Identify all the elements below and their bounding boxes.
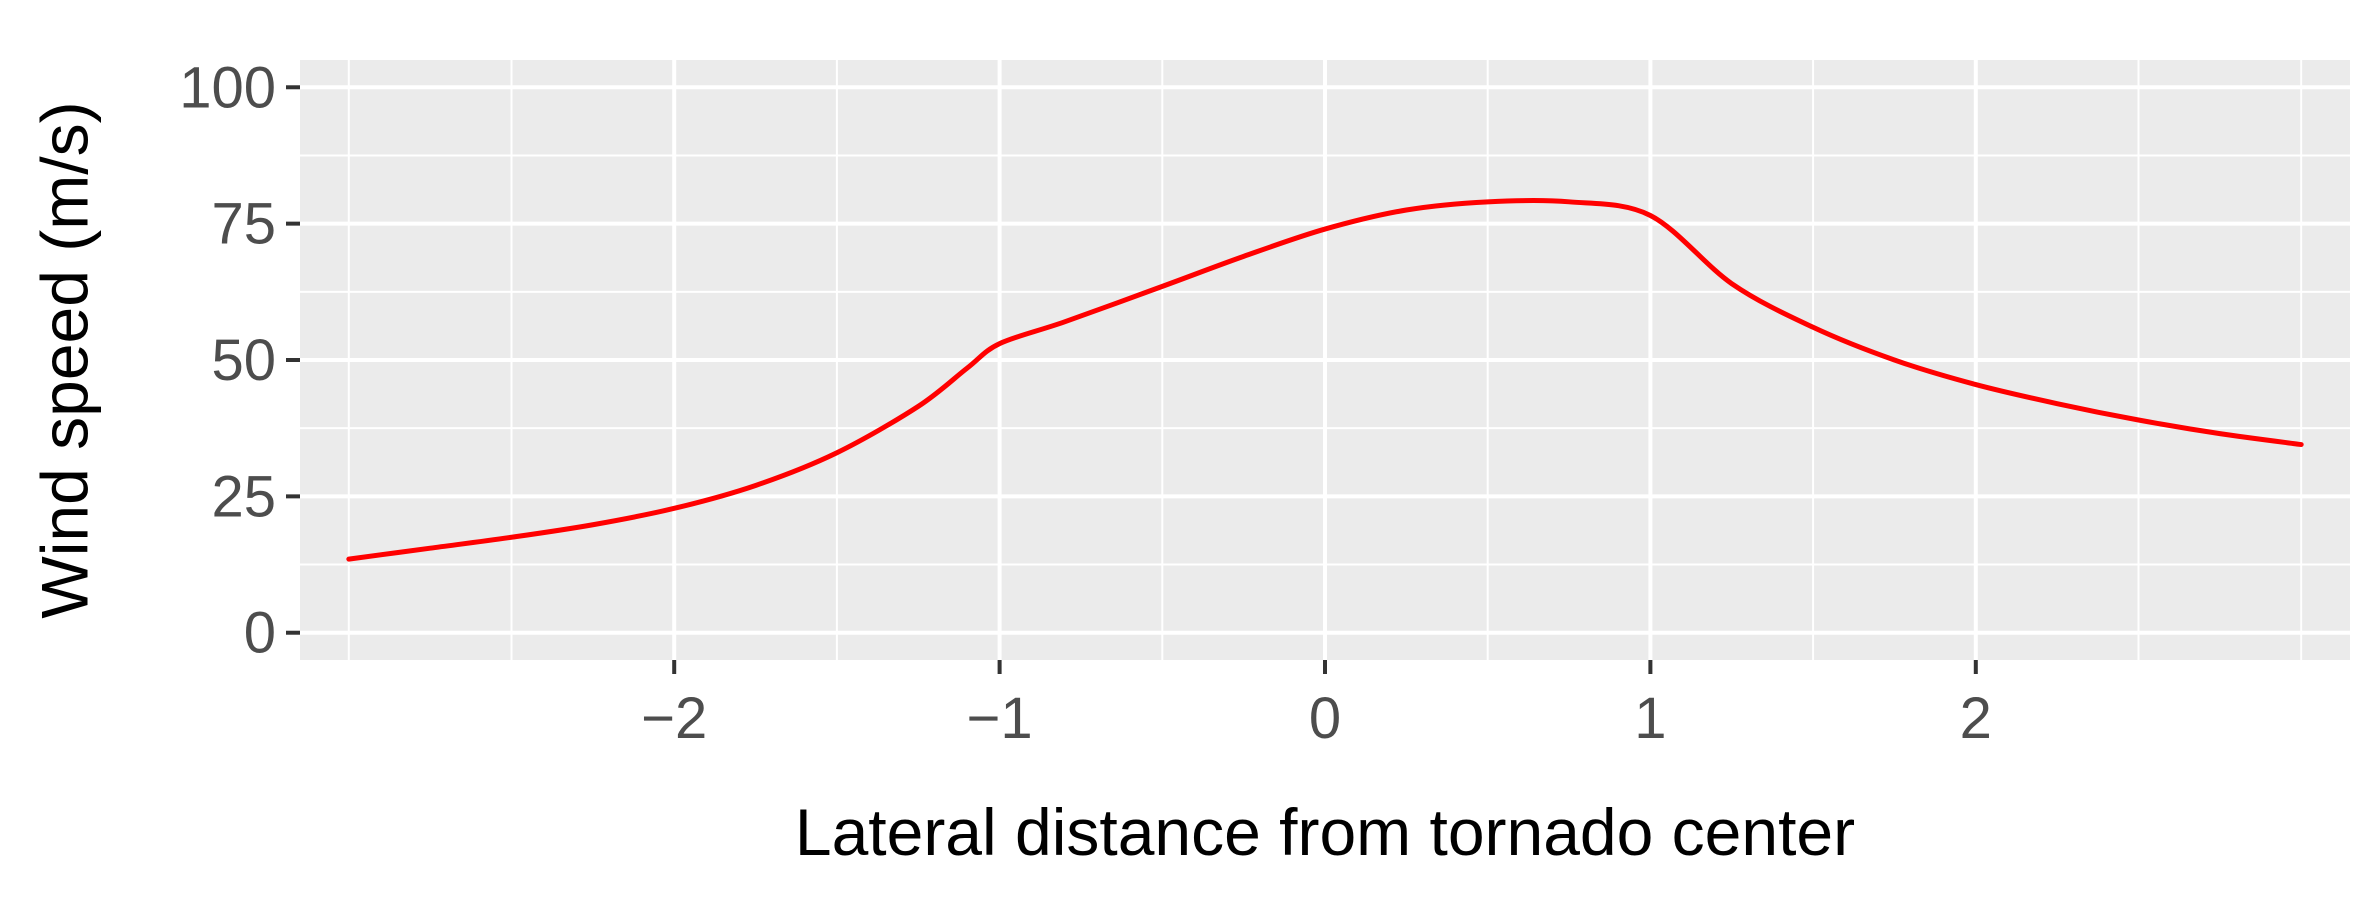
series-layer [346,197,2304,562]
x-tick-label: 2 [1960,686,1992,751]
x-axis: −2 −1 0 1 2 [641,660,1992,751]
x-tick-label: −2 [641,686,707,751]
x-tick-label: 0 [1309,686,1341,751]
x-tick-label: −1 [967,686,1033,751]
y-tick-label: 75 [211,192,276,257]
x-axis-title: Lateral distance from tornado center [795,795,1855,869]
y-axis: 0 25 50 75 100 [179,55,300,666]
y-axis-title: Wind speed (m/s) [27,101,101,618]
y-tick-label: 50 [211,328,276,393]
y-tick-label: 100 [179,55,276,120]
wind-speed-line [346,197,2304,562]
y-tick-label: 0 [244,601,276,666]
y-tick-label: 25 [211,464,276,529]
major-gridlines [300,60,2350,660]
x-tick-label: 1 [1634,686,1666,751]
